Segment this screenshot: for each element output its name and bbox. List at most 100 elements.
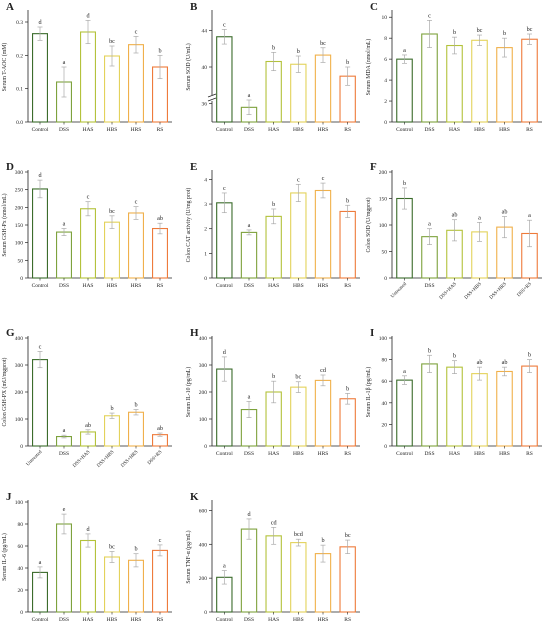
x-tick-label: HAS (449, 127, 460, 133)
x-tick-label: HBS (293, 617, 304, 623)
x-tick-label: HRS (131, 283, 142, 289)
x-tick-label: HBS (107, 617, 118, 623)
panel-d: D 0 50 100 150 200 250 300 Serum GSH-Px (nmol/mL… (1, 161, 172, 289)
x-tick-label: DSS+HAS (72, 450, 91, 469)
bar (56, 231, 72, 279)
y-tick-label: 200 (15, 390, 24, 396)
significance-letter: ab (502, 359, 508, 366)
y-tick-label: 40 (382, 401, 388, 407)
panel-letter: B (190, 1, 198, 13)
y-tick-label: 60 (382, 379, 388, 385)
y-tick-label: 150 (379, 197, 388, 203)
x-tick-label: HRS (318, 451, 329, 457)
x-tick-label: RS (526, 127, 533, 133)
significance-letter: a (63, 221, 66, 228)
x-tick-label: HRS (318, 617, 329, 623)
x-tick-label: Control (216, 451, 233, 457)
bar (128, 411, 144, 447)
panel-i: I 0 20 40 60 80 100 Serum IL-1β (pg/mL) a Control… (365, 327, 542, 457)
y-tick-label: 0 (20, 444, 23, 450)
bar (471, 373, 488, 447)
panel-k: K 0 200 400 600 Serum TNF-α (pg/mL) a Control d D… (185, 491, 360, 623)
bar (446, 44, 463, 123)
bar (32, 571, 48, 613)
y-tick-label: 20 (382, 422, 388, 428)
bar (104, 221, 120, 279)
x-tick-label: RS (344, 451, 351, 457)
x-tick-label: RS (157, 127, 164, 133)
y-tick-label: 3 (204, 202, 207, 208)
panel-h: H 0 100 200 300 400 Serum IL-10 (pg/mL) d Contro… (185, 327, 360, 457)
bar (290, 542, 307, 613)
y-axis-label: Colon SOD (U/mgprot) (365, 197, 372, 252)
significance-letter: bc (109, 208, 115, 215)
significance-letter: bc (109, 38, 115, 45)
y-tick-label: 44 (202, 28, 208, 34)
y-tick-label: 4 (204, 177, 207, 183)
x-tick-label: HBS (474, 127, 485, 133)
significance-letter: d (38, 172, 42, 179)
x-tick-label: DSS (244, 451, 254, 457)
x-tick-label: DSS+HBS (97, 450, 116, 469)
x-tick-label: RS (344, 283, 351, 289)
y-tick-label: 200 (199, 390, 208, 396)
bar (521, 38, 538, 123)
significance-letter: a (223, 563, 226, 570)
y-tick-label: 0 (204, 276, 207, 282)
significance-letter: ab (85, 422, 91, 429)
x-tick-label: Untreated (390, 282, 408, 300)
panel-letter: D (6, 161, 14, 173)
axis-break-mark (207, 93, 217, 98)
y-tick-label: 100 (379, 223, 388, 229)
significance-letter: a (403, 368, 406, 375)
y-tick-label: 0.0 (16, 120, 23, 126)
significance-letter: a (478, 214, 481, 221)
bar (314, 189, 332, 279)
bar (496, 370, 513, 447)
panel-g: G 0 100 200 300 400 Colon GSH-PX (mU/mgprot) c U… (1, 327, 172, 469)
y-tick-label: 250 (15, 188, 24, 194)
x-tick-label: HBS (474, 451, 485, 457)
significance-letter: b (272, 44, 275, 51)
x-tick-label: HRS (131, 127, 142, 133)
panel-letter: K (190, 491, 199, 503)
y-tick-label: 200 (199, 576, 208, 582)
significance-letter: a (248, 393, 251, 400)
bar (396, 58, 413, 123)
y-tick-label: 100 (199, 417, 208, 423)
x-tick-label: RS (344, 617, 351, 623)
x-tick-label: DSS (424, 127, 434, 133)
y-tick-label: 10 (382, 15, 388, 21)
y-tick-label: 80 (18, 522, 24, 528)
y-tick-label: 100 (15, 500, 24, 506)
x-tick-label: RS (344, 127, 351, 133)
significance-letter: ab (157, 425, 163, 432)
significance-letter: a (428, 221, 431, 228)
significance-letter: c (322, 175, 325, 182)
x-tick-label: Control (32, 617, 49, 623)
bar (339, 398, 356, 447)
y-tick-label: 2 (384, 99, 387, 105)
y-tick-label: 300 (15, 363, 24, 369)
y-axis-label: Serum T-AOC (mM) (1, 43, 8, 92)
x-tick-label: DSS (59, 617, 69, 623)
significance-letter: b (346, 59, 349, 66)
x-tick-label: DSS (424, 451, 434, 457)
x-tick-label: Untreated (26, 450, 44, 468)
significance-letter: c (297, 176, 300, 183)
significance-letter: b (297, 48, 300, 55)
y-axis-label: Serum IL-6 (pg/mL) (1, 533, 8, 581)
y-tick-label: 2 (204, 227, 207, 233)
x-tick-label: DSS (244, 127, 254, 133)
significance-letter: b (321, 537, 324, 544)
bar (152, 549, 168, 613)
y-tick-label: 400 (15, 336, 24, 342)
y-tick-label: 200 (15, 205, 24, 211)
x-tick-label: RS (526, 451, 533, 457)
bar (290, 63, 307, 123)
panel-letter: E (190, 161, 197, 173)
bar (216, 36, 233, 123)
y-tick-label: 100 (379, 336, 388, 342)
y-tick-label: 0 (384, 120, 387, 126)
